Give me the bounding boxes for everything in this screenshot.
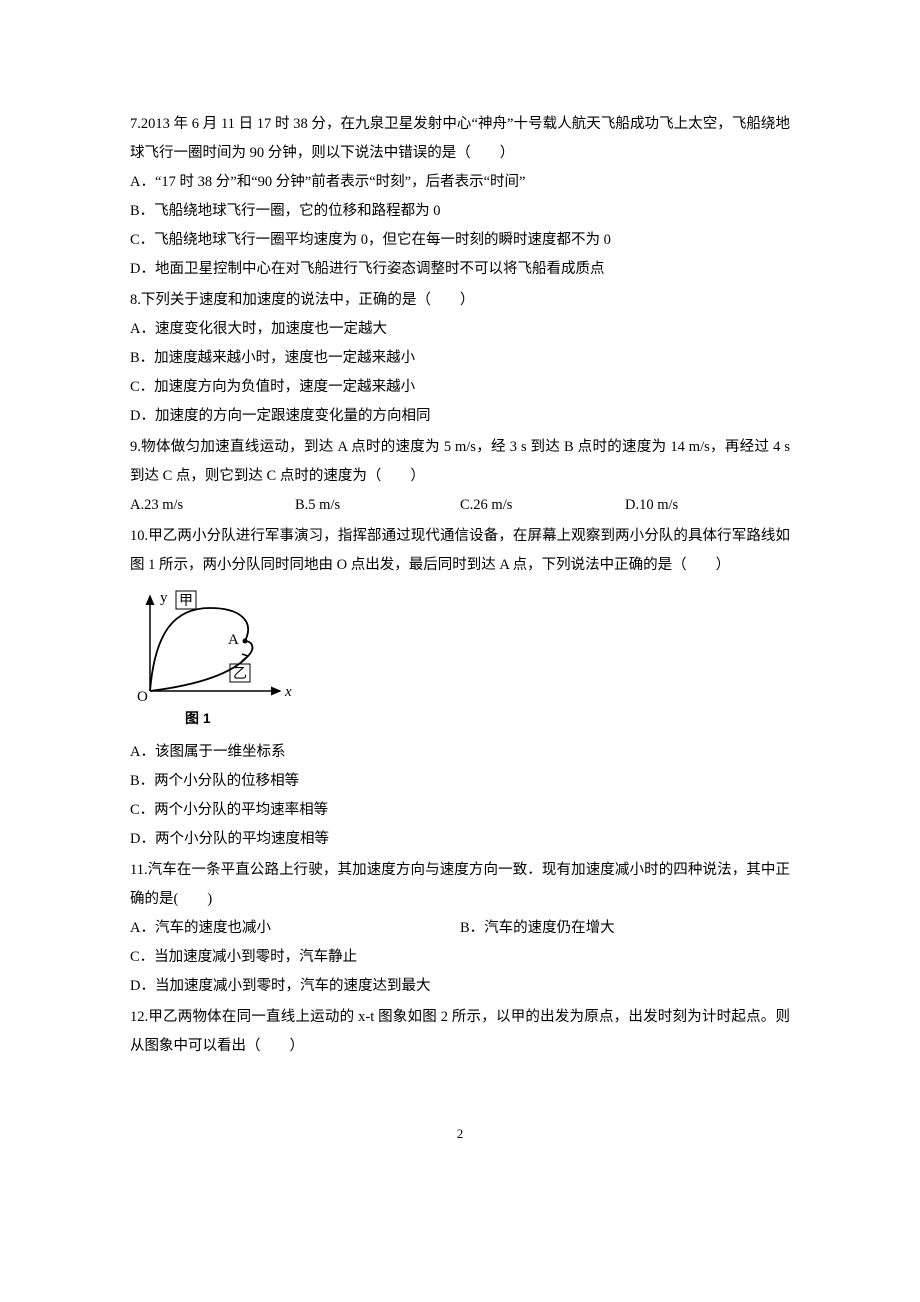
q10-opt-c: C．两个小分队的平均速率相等 [130,796,790,825]
q9-stem: 9.物体做匀加速直线运动，到达 A 点时的速度为 5 m/s，经 3 s 到达 … [130,433,790,491]
q8-options: A．速度变化很大时，加速度也一定越大 B．加速度越来越小时，速度也一定越来越小 … [130,315,790,431]
q11-opt-b: B．汽车的速度仍在增大 [460,914,790,943]
q9-opt-b: B.5 m/s [295,491,460,520]
q11-options-cd: C．当加速度减小到零时，汽车静止 D．当加速度减小到零时，汽车的速度达到最大 [130,943,790,1001]
q11-stem: 11.汽车在一条平直公路上行驶，其加速度方向与速度方向一致．现有加速度减小时的四… [130,856,790,914]
question-10: 10.甲乙两小分队进行军事演习，指挥部通过现代通信设备，在屏幕上观察到两小分队的… [130,522,790,854]
q8-opt-a: A．速度变化很大时，加速度也一定越大 [130,315,790,344]
q9-opt-c: C.26 m/s [460,491,625,520]
q10-opt-b: B．两个小分队的位移相等 [130,767,790,796]
q8-stem: 8.下列关于速度和加速度的说法中，正确的是（ ） [130,286,790,315]
q7-opt-b: B．飞船绕地球飞行一圈，它的位移和路程都为 0 [130,197,790,226]
q11-opt-a: A．汽车的速度也减小 [130,914,460,943]
q10-stem: 10.甲乙两小分队进行军事演习，指挥部通过现代通信设备，在屏幕上观察到两小分队的… [130,522,790,580]
fig1-label-jia: 甲 [179,594,193,609]
q8-opt-d: D．加速度的方向一定跟速度变化量的方向相同 [130,402,790,431]
question-8: 8.下列关于速度和加速度的说法中，正确的是（ ） A．速度变化很大时，加速度也一… [130,286,790,431]
q10-opt-d: D．两个小分队的平均速度相等 [130,825,790,854]
q11-opt-c: C．当加速度减小到零时，汽车静止 [130,943,790,972]
q7-options: A．“17 时 38 分”和“90 分钟”前者表示“时刻”，后者表示“时间” B… [130,168,790,284]
figure-1-svg: y x O A 甲 乙 [130,586,300,706]
question-12: 12.甲乙两物体在同一直线上运动的 x-t 图象如图 2 所示，以甲的出发为原点… [130,1003,790,1061]
q7-opt-a: A．“17 时 38 分”和“90 分钟”前者表示“时刻”，后者表示“时间” [130,168,790,197]
q10-opt-a: A．该图属于一维坐标系 [130,738,790,767]
fig1-label-y: y [160,590,168,606]
fig1-label-x: x [284,684,292,700]
figure-1-caption: 图 1 [185,704,790,732]
page-content: 7.2013 年 6 月 11 日 17 时 38 分，在九泉卫星发射中心“神舟… [0,0,920,1207]
q9-opt-d: D.10 m/s [625,491,790,520]
q8-opt-b: B．加速度越来越小时，速度也一定越来越小 [130,344,790,373]
question-9: 9.物体做匀加速直线运动，到达 A 点时的速度为 5 m/s，经 3 s 到达 … [130,433,790,520]
fig1-label-a: A [228,632,239,648]
q7-opt-d: D．地面卫星控制中心在对飞船进行飞行姿态调整时不可以将飞船看成质点 [130,255,790,284]
q12-stem: 12.甲乙两物体在同一直线上运动的 x-t 图象如图 2 所示，以甲的出发为原点… [130,1003,790,1061]
q8-opt-c: C．加速度方向为负值时，速度一定越来越小 [130,373,790,402]
q10-options: A．该图属于一维坐标系 B．两个小分队的位移相等 C．两个小分队的平均速率相等 … [130,738,790,854]
q7-opt-c: C．飞船绕地球飞行一圈平均速度为 0，但它在每一时刻的瞬时速度都不为 0 [130,226,790,255]
q9-options: A.23 m/s B.5 m/s C.26 m/s D.10 m/s [130,491,790,520]
fig1-label-yi: 乙 [233,666,247,682]
page-number: 2 [130,1121,790,1147]
q11-opt-d: D．当加速度减小到零时，汽车的速度达到最大 [130,972,790,1001]
question-11: 11.汽车在一条平直公路上行驶，其加速度方向与速度方向一致．现有加速度减小时的四… [130,856,790,1001]
figure-1: y x O A 甲 乙 图 1 [130,586,790,732]
q11-options-ab: A．汽车的速度也减小 B．汽车的速度仍在增大 [130,914,790,943]
question-7: 7.2013 年 6 月 11 日 17 时 38 分，在九泉卫星发射中心“神舟… [130,110,790,284]
fig1-label-o: O [137,689,148,705]
q9-opt-a: A.23 m/s [130,491,295,520]
q7-stem: 7.2013 年 6 月 11 日 17 时 38 分，在九泉卫星发射中心“神舟… [130,110,790,168]
